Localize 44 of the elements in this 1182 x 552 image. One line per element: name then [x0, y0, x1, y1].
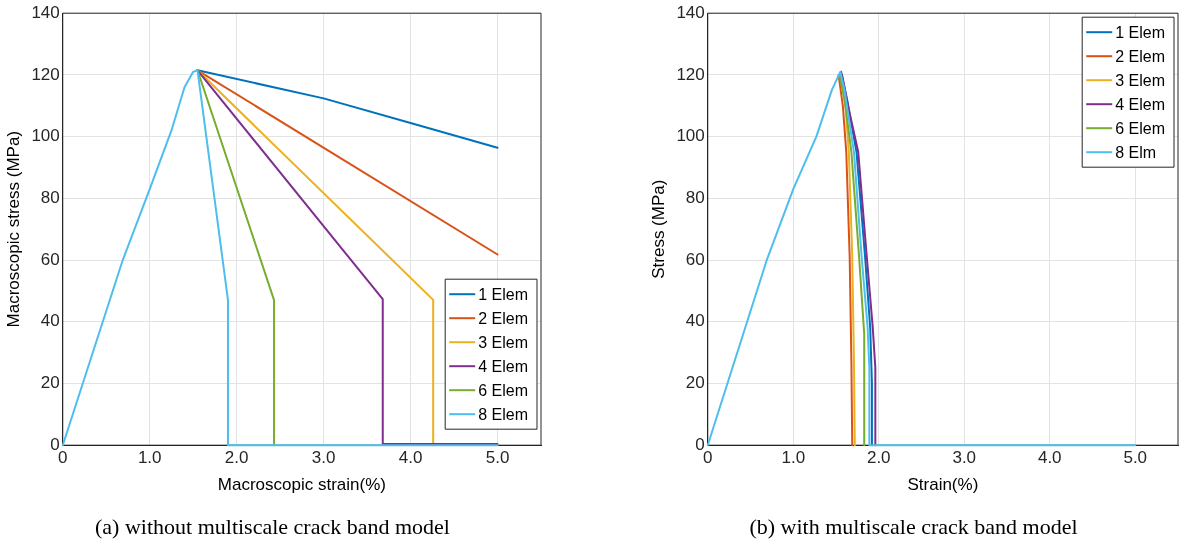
y-tick-label: 120 — [31, 64, 60, 84]
y-tick-label: 20 — [685, 373, 705, 393]
legend-label: 1 Elem — [1115, 23, 1165, 41]
x-tick-label: 1.0 — [781, 448, 806, 468]
legend-label: 2 Elem — [478, 309, 528, 327]
text: (a) without multiscale crack band model — [94, 514, 451, 540]
y-tick-label: 80 — [685, 188, 705, 208]
y-tick-label: 0 — [695, 434, 705, 454]
y-tick-label: 60 — [40, 249, 60, 269]
y-tick-label: 40 — [685, 311, 705, 331]
x-tick-label: 2.0 — [224, 448, 249, 468]
x-axis-title: Macroscopic strain(%) — [217, 475, 386, 495]
legend-label: 3 Elem — [1115, 71, 1165, 89]
y-tick-label: 80 — [40, 188, 60, 208]
y-tick-label: 20 — [40, 373, 60, 393]
x-tick-label: 4.0 — [398, 448, 423, 468]
legend-label: 6 Elem — [1115, 119, 1165, 137]
y-tick-label: 140 — [31, 2, 60, 22]
y-axis-title: Macroscopic stress (MPa) — [3, 130, 23, 328]
legend-label: 3 Elem — [478, 333, 528, 351]
x-tick-label: 5.0 — [1123, 448, 1148, 468]
x-axis-title: Strain(%) — [907, 475, 979, 495]
text: (b) with multiscale crack band model — [748, 514, 1079, 540]
legend-label: 8 Elm — [1115, 143, 1157, 161]
x-tick-label: 2.0 — [866, 448, 891, 468]
y-tick-label: 60 — [685, 249, 705, 269]
legend-label: 4 Elem — [1115, 95, 1165, 113]
x-tick-label: 3.0 — [952, 448, 977, 468]
legend-label: 8 Elem — [478, 405, 528, 423]
x-tick-label: 4.0 — [1037, 448, 1062, 468]
y-tick-label: 120 — [676, 64, 705, 84]
legend-label: 2 Elem — [1115, 47, 1165, 65]
y-tick-label: 100 — [31, 126, 60, 146]
x-tick-label: 1.0 — [137, 448, 162, 468]
x-tick-label: 3.0 — [311, 448, 336, 468]
x-tick-label: 5.0 — [485, 448, 510, 468]
y-axis-title: Stress (MPa) — [648, 179, 668, 279]
legend-label: 6 Elem — [478, 381, 528, 399]
legend-label: 1 Elem — [478, 285, 528, 303]
y-tick-label: 40 — [40, 311, 60, 331]
y-tick-label: 140 — [676, 2, 705, 22]
legend-label: 4 Elem — [478, 357, 528, 375]
y-tick-label: 100 — [676, 126, 705, 146]
y-tick-label: 0 — [50, 434, 60, 454]
